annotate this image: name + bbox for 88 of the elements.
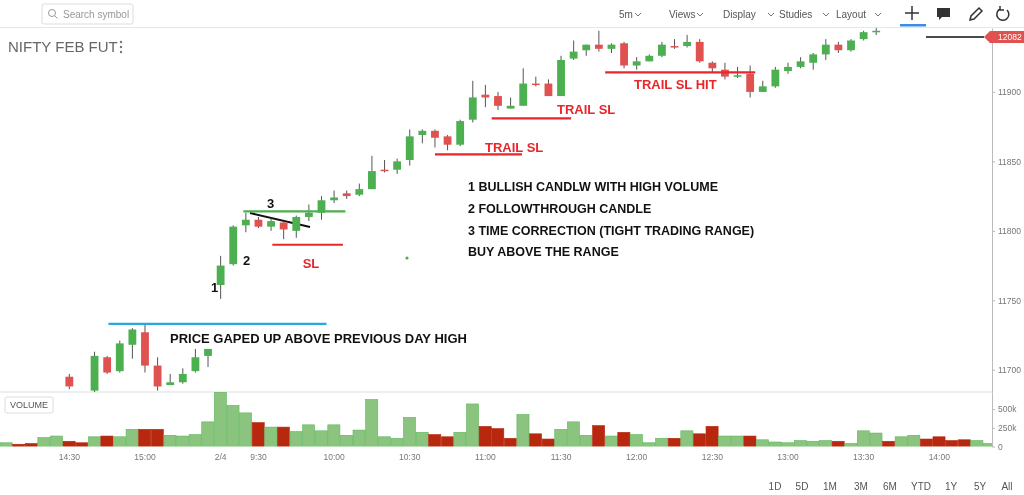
bar: [100, 435, 114, 447]
candlestick: [405, 128, 414, 167]
annotation: 3: [267, 196, 275, 211]
candlestick: [683, 34, 692, 48]
candlestick: [771, 66, 780, 89]
bar: [264, 426, 278, 447]
y-tick-label: 11700: [998, 364, 1022, 375]
x-tick-label: 12:00: [626, 451, 648, 462]
text: 1D: [768, 481, 782, 492]
text: 5m: [619, 9, 633, 20]
y-tick-label: 11850: [998, 156, 1022, 167]
ref-line-label: TRAIL SL: [485, 140, 544, 155]
text: VOLUME: [10, 400, 49, 410]
y-tick-label: 11800: [998, 226, 1022, 237]
candlestick: [330, 190, 339, 204]
bar: [592, 425, 605, 447]
annotation: 3 TIME CORRECTION (TIGHT TRADING RANGE): [468, 224, 755, 238]
text: 6M: [883, 481, 897, 492]
bar: [617, 432, 631, 447]
x-tick-label: 15:00: [134, 451, 156, 462]
text: Studies: [779, 9, 813, 20]
x-tick-label: 13:00: [777, 451, 799, 462]
bar: [251, 422, 265, 447]
text: 1Y: [944, 481, 958, 492]
candlestick: [153, 356, 162, 392]
bar: [831, 440, 845, 447]
text: NIFTY FEB FUT: [8, 38, 118, 55]
text: Display: [723, 9, 756, 20]
candlestick: [128, 327, 137, 360]
candlestick: [494, 91, 502, 111]
candlestick: [594, 30, 603, 53]
text: Layout: [836, 9, 867, 20]
bar: [516, 414, 530, 447]
candlestick: [368, 155, 376, 190]
text: All: [1001, 481, 1013, 492]
x-tick-label: 14:00: [928, 451, 951, 462]
candlestick: [620, 41, 628, 69]
candlestick: [468, 80, 477, 123]
x-tick-label: 11:00: [475, 451, 496, 462]
bar: [604, 435, 618, 447]
ref-line-label: SL: [302, 256, 320, 271]
text: Search symbol: [63, 9, 130, 20]
candlestick: [267, 217, 275, 232]
ref-line-label: TRAIL SL HIT: [634, 77, 717, 92]
x-tick-label: 10:00: [323, 451, 345, 462]
candlestick: [431, 128, 439, 148]
x-tick-label: 14:30: [58, 451, 81, 462]
text: 12082: [998, 32, 1022, 42]
candlestick: [695, 38, 704, 64]
text: 5Y: [973, 481, 987, 492]
x-tick-label: 10:30: [399, 451, 421, 462]
text: 3M: [854, 481, 868, 492]
candlestick: [216, 255, 225, 300]
x-tick-label: 11:30: [550, 451, 572, 462]
annotation: BUY ABOVE THE RANGE: [468, 245, 619, 259]
y-tick-label: 500k: [998, 404, 1018, 415]
y-tick-label: 11900: [998, 87, 1022, 98]
candlestick: [746, 65, 755, 98]
x-tick-label: 2/4: [214, 451, 227, 462]
candlestick: [784, 62, 792, 75]
candlestick: [292, 215, 301, 239]
text: 5D: [795, 481, 809, 492]
candlestick: [821, 38, 830, 61]
y-tick-label: 11750: [998, 295, 1022, 306]
text: Views: [669, 9, 696, 20]
bar: [680, 430, 694, 447]
bar: [0, 442, 13, 447]
y-tick-label: 250k: [998, 423, 1018, 434]
candlestick: [519, 67, 528, 107]
bar: [743, 435, 757, 447]
text: 1M: [823, 481, 837, 492]
text: YTD: [911, 481, 931, 492]
y-tick-label: 0: [998, 441, 1003, 452]
candlestick: [569, 40, 578, 61]
bar: [87, 436, 101, 447]
annotation: 2: [243, 253, 251, 268]
candlestick: [456, 119, 465, 147]
bar: [277, 426, 290, 447]
x-tick-label: 13:30: [852, 451, 875, 462]
annotation: 2 FOLLOWTHROUGH CANDLE: [468, 202, 652, 216]
ref-line-label: PRICE GAPED UP ABOVE PREVIOUS DAY HIGH: [170, 331, 467, 346]
x-tick-label: 9:30: [250, 451, 267, 462]
x-tick-label: 12:30: [701, 451, 724, 462]
ref-line-label: TRAIL SL: [557, 102, 616, 117]
candlestick: [191, 348, 200, 374]
candlestick: [103, 355, 112, 375]
annotation: 1: [211, 280, 219, 295]
annotation: 1 BULLISH CANDLW WITH HIGH VOLUME: [468, 180, 718, 194]
